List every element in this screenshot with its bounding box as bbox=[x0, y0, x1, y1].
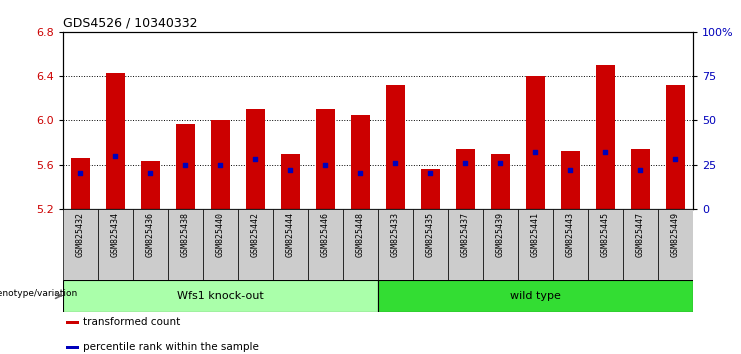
Text: percentile rank within the sample: percentile rank within the sample bbox=[84, 342, 259, 352]
Bar bbox=[553, 209, 588, 280]
Text: GSM825434: GSM825434 bbox=[111, 212, 120, 257]
Point bbox=[110, 153, 122, 159]
Bar bbox=[350, 115, 370, 209]
Bar bbox=[238, 209, 273, 280]
Text: GSM825446: GSM825446 bbox=[321, 212, 330, 257]
Text: GSM825440: GSM825440 bbox=[216, 212, 225, 257]
Point bbox=[250, 156, 262, 162]
Bar bbox=[168, 209, 203, 280]
Bar bbox=[71, 158, 90, 209]
Bar bbox=[596, 65, 615, 209]
Point bbox=[459, 160, 471, 166]
Point bbox=[354, 171, 366, 176]
Bar bbox=[526, 76, 545, 209]
Point bbox=[494, 160, 506, 166]
Bar bbox=[665, 85, 685, 209]
Bar bbox=[246, 109, 265, 209]
Bar bbox=[211, 120, 230, 209]
Text: GSM825439: GSM825439 bbox=[496, 212, 505, 257]
Bar bbox=[63, 280, 378, 312]
Bar bbox=[98, 209, 133, 280]
Bar bbox=[378, 280, 693, 312]
Point bbox=[565, 167, 576, 173]
Point bbox=[144, 171, 156, 176]
Text: GSM825433: GSM825433 bbox=[391, 212, 400, 257]
Point bbox=[634, 167, 646, 173]
Bar bbox=[273, 209, 308, 280]
Point bbox=[319, 162, 331, 167]
Bar bbox=[281, 154, 300, 209]
Bar bbox=[66, 321, 79, 324]
Point bbox=[390, 160, 402, 166]
Text: GSM825449: GSM825449 bbox=[671, 212, 679, 257]
Text: GSM825436: GSM825436 bbox=[146, 212, 155, 257]
Point bbox=[425, 171, 436, 176]
Text: GSM825432: GSM825432 bbox=[76, 212, 85, 257]
Bar bbox=[316, 109, 335, 209]
Bar bbox=[308, 209, 343, 280]
Text: GSM825441: GSM825441 bbox=[531, 212, 540, 257]
Text: GSM825445: GSM825445 bbox=[601, 212, 610, 257]
Bar bbox=[623, 209, 658, 280]
Bar bbox=[378, 209, 413, 280]
Text: genotype/variation: genotype/variation bbox=[0, 290, 78, 298]
Point bbox=[529, 149, 541, 155]
Bar bbox=[203, 209, 238, 280]
Text: GSM825448: GSM825448 bbox=[356, 212, 365, 257]
Text: GSM825443: GSM825443 bbox=[566, 212, 575, 257]
Text: GSM825437: GSM825437 bbox=[461, 212, 470, 257]
Point bbox=[215, 162, 227, 167]
Text: GSM825447: GSM825447 bbox=[636, 212, 645, 257]
Bar bbox=[456, 149, 475, 209]
Bar bbox=[106, 73, 125, 209]
Bar bbox=[413, 209, 448, 280]
Text: GSM825442: GSM825442 bbox=[251, 212, 260, 257]
Bar bbox=[421, 169, 440, 209]
Bar bbox=[176, 124, 195, 209]
Bar bbox=[66, 346, 79, 349]
Bar bbox=[518, 209, 553, 280]
Bar bbox=[386, 85, 405, 209]
Text: GSM825438: GSM825438 bbox=[181, 212, 190, 257]
Text: GSM825444: GSM825444 bbox=[286, 212, 295, 257]
Text: Wfs1 knock-out: Wfs1 knock-out bbox=[177, 291, 264, 301]
Text: transformed count: transformed count bbox=[84, 318, 181, 327]
Bar bbox=[631, 149, 650, 209]
Point bbox=[75, 171, 87, 176]
Text: GSM825435: GSM825435 bbox=[426, 212, 435, 257]
Text: GDS4526 / 10340332: GDS4526 / 10340332 bbox=[63, 16, 198, 29]
Bar bbox=[658, 209, 693, 280]
Bar bbox=[133, 209, 168, 280]
Bar bbox=[588, 209, 623, 280]
Point bbox=[669, 156, 681, 162]
Bar bbox=[448, 209, 483, 280]
Bar bbox=[483, 209, 518, 280]
Text: wild type: wild type bbox=[510, 291, 561, 301]
Bar bbox=[491, 154, 510, 209]
Bar bbox=[141, 161, 160, 209]
Bar bbox=[561, 152, 580, 209]
Bar bbox=[343, 209, 378, 280]
Point bbox=[599, 149, 611, 155]
Bar bbox=[63, 209, 98, 280]
Point bbox=[285, 167, 296, 173]
Point bbox=[179, 162, 191, 167]
